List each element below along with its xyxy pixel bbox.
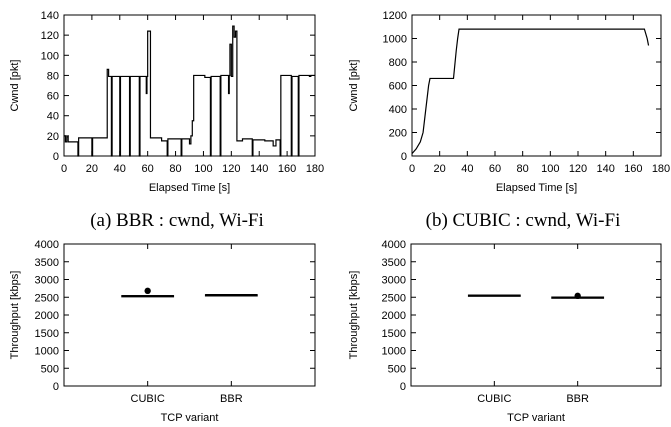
x-tick-label: 120 [222,163,240,175]
y-tick-label: 0 [400,381,406,393]
y-tick-label: 2000 [35,310,59,322]
y-tick-label: 20 [47,131,59,143]
x-tick-label: 40 [114,163,126,175]
y-tick-label: 100 [41,50,59,62]
plot-frame [410,243,662,387]
x-tick-label-bbr: BBR [566,393,589,405]
y-tick-label: 1000 [383,34,407,46]
y-tick-label: 200 [389,128,407,140]
y-tick-label: 800 [389,57,407,69]
x-tick-label: 0 [61,163,67,175]
caption-a: (a) BBR : cwnd, Wi-Fi [90,210,264,231]
x-axis-label: TCP variant [507,412,565,424]
y-tick-label: 4000 [382,239,406,251]
cwnd-series-line [64,25,315,157]
x-tick-label: 140 [596,163,614,175]
y-tick-label: 0 [401,151,407,163]
y-tick-label: 1500 [35,328,59,340]
x-tick-label: 40 [461,163,473,175]
x-tick-label: 60 [142,163,154,175]
y-tick-label: 1500 [382,328,406,340]
y-tick-label: 500 [41,363,59,375]
x-tick-label: 60 [489,163,501,175]
y-tick-label: 60 [47,91,59,103]
outlier-point-cubic [144,287,151,295]
y-axis-label: Cwnd [pkt] [9,60,21,112]
x-tick-label-cubic: CUBIC [477,393,511,405]
x-axis-label: Elapsed Time [s] [149,182,230,194]
x-tick-label: 0 [409,163,415,175]
y-tick-label: 4000 [35,239,59,251]
y-tick-label: 500 [388,363,406,375]
plot-frame [63,14,316,157]
throughput-boxplot-right: 0 500 1000 1500 2000 2500 3000 3500 4000 TCP vari… [348,239,662,424]
x-tick-label: 140 [250,163,268,175]
plot-frame [411,14,662,157]
x-tick-label: 100 [541,163,559,175]
y-tick-label: 3000 [382,275,406,287]
x-tick-label-bbr: BBR [220,393,243,405]
x-tick-label: 100 [194,163,212,175]
x-tick-label: 160 [278,163,296,175]
x-tick-label: 80 [169,163,181,175]
y-tick-label: 1200 [383,10,407,22]
y-axis-label: Cwnd [pkt] [348,60,360,112]
plot-frame [63,243,316,387]
y-tick-label: 400 [389,104,407,116]
y-tick-label: 3000 [35,275,59,287]
y-tick-label: 120 [41,30,59,42]
x-tick-label: 180 [652,163,670,175]
x-tick-label: 80 [517,163,529,175]
y-tick-label: 1000 [35,346,59,358]
throughput-boxplot-left: 0 500 1000 1500 2000 2500 3000 3500 4000 TCP vari… [9,239,316,424]
x-tick-label: 20 [86,163,98,175]
x-tick-label: 180 [306,163,324,175]
y-tick-label: 80 [47,70,59,82]
y-tick-label: 600 [389,81,407,93]
outlier-point-bbr [574,292,581,300]
y-axis-label: Throughput [kbps] [348,271,360,360]
y-tick-label: 40 [47,111,59,123]
cwnd-series-line [411,28,650,155]
x-tick-label: 160 [624,163,642,175]
y-tick-label: 0 [53,151,59,163]
y-tick-label: 140 [41,10,59,22]
y-tick-label: 3500 [35,257,59,269]
y-tick-label: 1000 [382,346,406,358]
x-tick-label-cubic: CUBIC [131,393,165,405]
y-tick-label: 0 [53,381,59,393]
caption-b: (b) CUBIC : cwnd, Wi-Fi [426,210,621,231]
cwnd-bbr-chart: 0 20 40 60 80 100 120 140 Elapsed Time [s] Cwnd [… [9,10,324,194]
x-axis-label: TCP variant [161,412,219,424]
y-tick-label: 2500 [35,292,59,304]
y-tick-label: 3500 [382,257,406,269]
y-tick-label: 2000 [382,310,406,322]
y-axis-label: Throughput [kbps] [9,271,21,360]
y-tick-label: 2500 [382,292,406,304]
x-tick-label: 120 [569,163,587,175]
x-axis-label: Elapsed Time [s] [496,182,577,194]
x-tick-label: 20 [434,163,446,175]
